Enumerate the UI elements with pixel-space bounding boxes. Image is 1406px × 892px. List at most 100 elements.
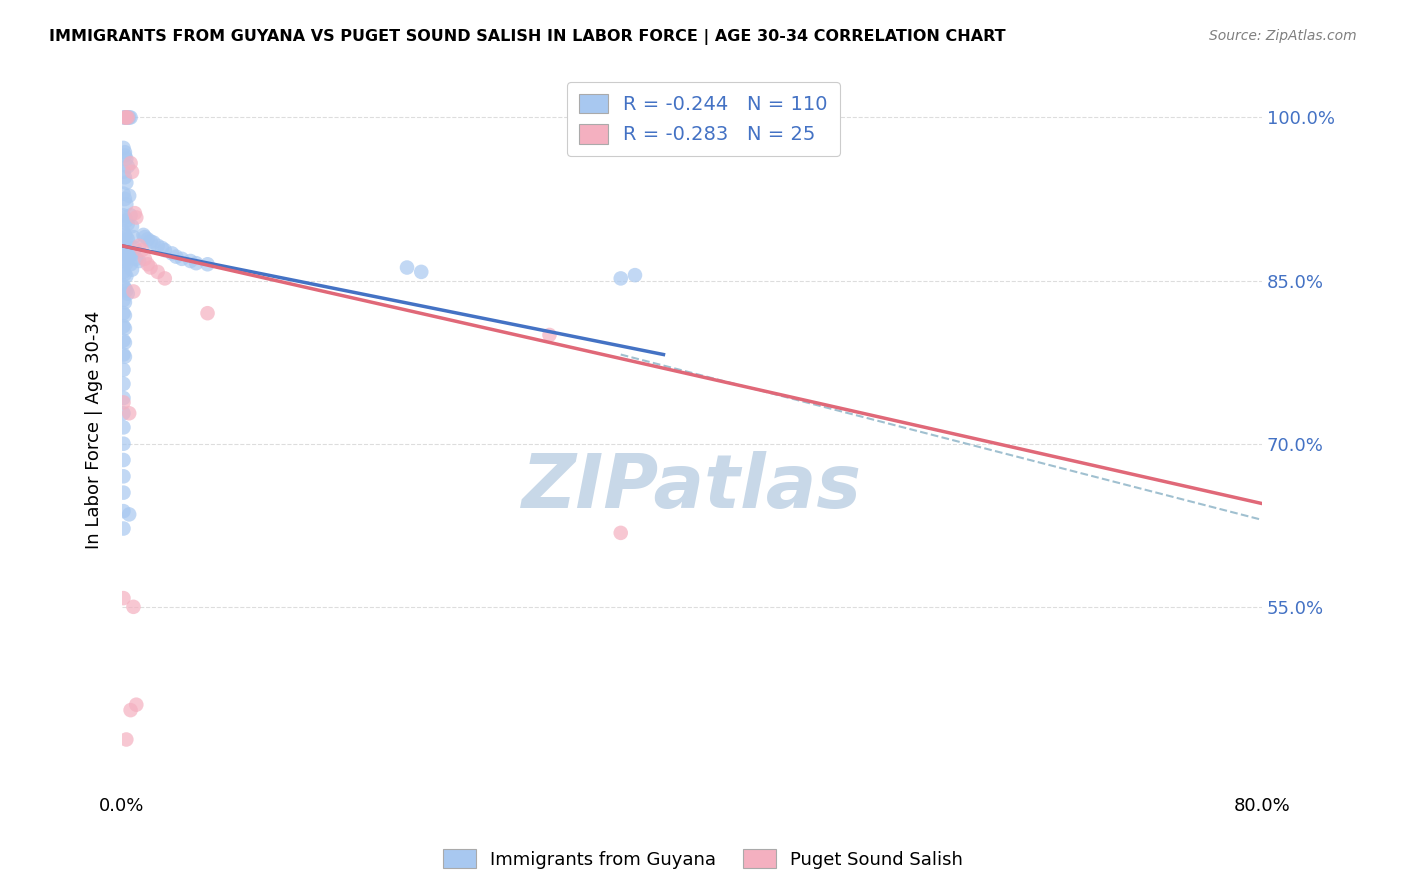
Point [609, 525, 631, 540]
Point [117, 246, 139, 260]
Point [395, 260, 418, 275]
Point [117, 111, 139, 125]
Point [125, 211, 148, 225]
Point [114, 170, 136, 185]
Point [136, 257, 159, 271]
Point [115, 152, 138, 166]
Point [112, 522, 135, 536]
Point [131, 243, 153, 257]
Point [114, 211, 136, 225]
Point [134, 252, 156, 266]
Point [120, 111, 142, 125]
Point [112, 436, 135, 450]
Point [142, 235, 165, 250]
Point [112, 591, 135, 606]
Point [132, 227, 155, 242]
Point [118, 406, 141, 420]
Point [112, 363, 135, 377]
Point [160, 246, 183, 260]
Point [115, 284, 138, 298]
Point [609, 271, 631, 285]
Point [112, 225, 135, 239]
Point [117, 160, 139, 174]
Point [118, 111, 141, 125]
Point [125, 698, 148, 712]
Point [120, 703, 142, 717]
Point [117, 111, 139, 125]
Point [122, 246, 145, 260]
Point [114, 335, 136, 350]
Point [128, 239, 150, 253]
Point [112, 252, 135, 266]
Point [139, 235, 162, 249]
Point [115, 197, 138, 211]
Text: IMMIGRANTS FROM GUYANA VS PUGET SOUND SALISH IN LABOR FORCE | AGE 30-34 CORRELAT: IMMIGRANTS FROM GUYANA VS PUGET SOUND SA… [49, 29, 1005, 45]
Point [114, 227, 136, 242]
Point [114, 295, 136, 310]
Point [411, 265, 433, 279]
Text: Source: ZipAtlas.com: Source: ZipAtlas.com [1209, 29, 1357, 43]
Point [115, 269, 138, 284]
Point [136, 232, 159, 246]
Point [112, 279, 135, 293]
Point [112, 293, 135, 307]
Point [114, 111, 136, 125]
Point [165, 250, 187, 264]
Point [112, 319, 135, 334]
Point [114, 241, 136, 255]
Point [146, 265, 169, 279]
Point [120, 156, 142, 170]
Point [150, 241, 173, 255]
Point [115, 111, 138, 125]
Point [120, 208, 142, 222]
Point [114, 309, 136, 323]
Point [153, 271, 176, 285]
Point [179, 254, 201, 268]
Point [124, 241, 146, 255]
Point [112, 395, 135, 409]
Point [112, 453, 135, 467]
Point [115, 230, 138, 244]
Point [112, 334, 135, 348]
Point [118, 250, 141, 264]
Point [125, 252, 148, 266]
Point [112, 504, 135, 518]
Point [114, 145, 136, 160]
Point [121, 262, 143, 277]
Point [112, 208, 135, 222]
Point [121, 219, 143, 234]
Point [112, 239, 135, 253]
Point [197, 257, 219, 271]
Point [117, 286, 139, 301]
Point [114, 267, 136, 281]
Point [170, 252, 193, 266]
Point [122, 599, 145, 614]
Point [114, 350, 136, 364]
Point [112, 347, 135, 361]
Point [128, 254, 150, 268]
Point [114, 111, 136, 125]
Point [112, 485, 135, 500]
Point [186, 256, 208, 270]
Point [197, 306, 219, 320]
Point [112, 406, 135, 420]
Text: ZIPatlas: ZIPatlas [522, 451, 862, 524]
Point [112, 306, 135, 320]
Point [112, 165, 135, 179]
Point [115, 176, 138, 190]
Point [112, 141, 135, 155]
Y-axis label: In Labor Force | Age 30-34: In Labor Force | Age 30-34 [86, 311, 103, 549]
Point [112, 391, 135, 405]
Point [112, 469, 135, 483]
Point [538, 328, 561, 343]
Point [114, 281, 136, 295]
Point [146, 239, 169, 253]
Point [139, 260, 162, 275]
Point [115, 243, 138, 257]
Point [112, 376, 135, 391]
Point [117, 217, 139, 231]
Point [115, 256, 138, 270]
Point [153, 243, 176, 257]
Point [122, 230, 145, 244]
Point [115, 732, 138, 747]
